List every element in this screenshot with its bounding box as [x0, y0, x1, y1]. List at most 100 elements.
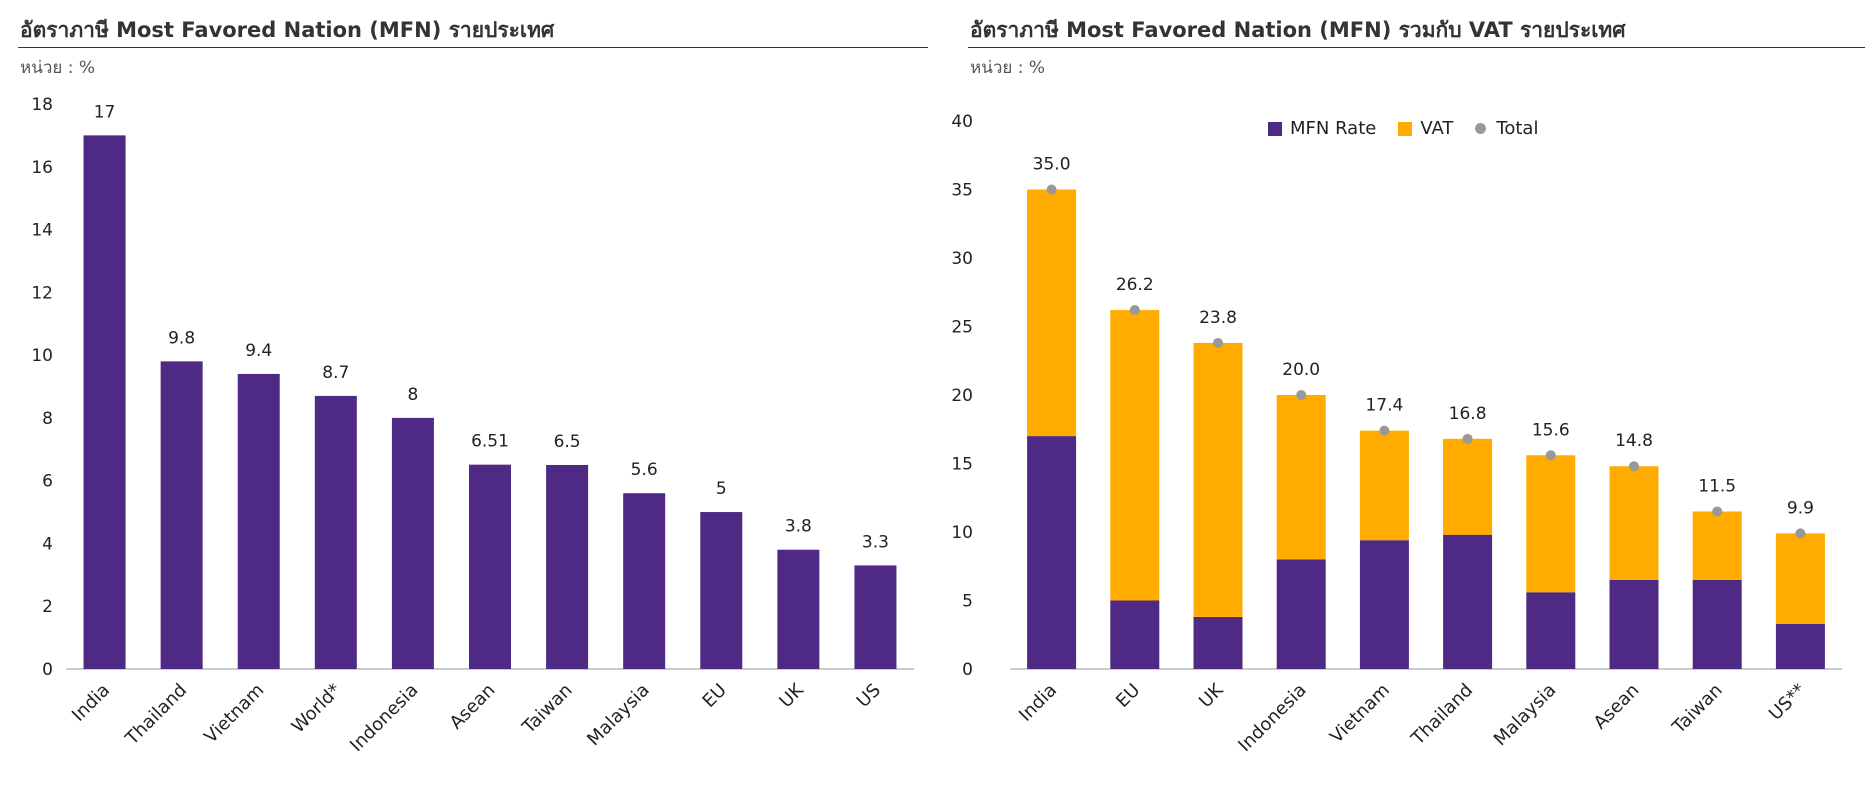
- y-tick-label: 10: [31, 346, 53, 366]
- bar-mfn-segment: [1276, 559, 1326, 669]
- x-category-label: World*: [288, 680, 346, 738]
- y-tick-label: 15: [951, 455, 973, 475]
- x-category-label: EU: [1112, 680, 1144, 712]
- bar-data-label: 8.7: [322, 363, 349, 383]
- mfn-bar-chart: 0 2 4 6 8 10 12 14 16 18 17 India 9.8 Thailand 9.4 Viet…: [31, 95, 914, 756]
- total-marker: [1379, 425, 1390, 436]
- bar: [314, 395, 357, 669]
- y-tick-label: 2: [42, 597, 53, 617]
- bar-vat-segment: [1443, 438, 1493, 535]
- y-tick-label: 5: [962, 592, 973, 612]
- bar-mfn-segment: [1359, 540, 1409, 669]
- total-marker: [1296, 390, 1307, 400]
- total-data-label: 16.8: [1449, 404, 1487, 424]
- x-category-label: US: [853, 680, 885, 712]
- total-marker: [1795, 528, 1806, 539]
- y-tick-label: 12: [31, 283, 53, 303]
- x-category-label: UK: [1195, 679, 1228, 712]
- total-data-label: 14.8: [1615, 431, 1653, 451]
- y-tick-label: 18: [31, 95, 53, 115]
- bar-vat-segment: [1193, 342, 1243, 617]
- title-divider: [968, 47, 1865, 48]
- y-tick-label: 35: [951, 181, 973, 201]
- x-category-label: UK: [775, 679, 808, 712]
- total-marker: [1213, 337, 1223, 348]
- bar: [391, 417, 434, 669]
- total-data-label: 20.0: [1282, 360, 1320, 380]
- x-category-label: Vietnam: [200, 680, 268, 748]
- bar: [777, 549, 820, 669]
- unit-label: หน่วย : %: [20, 58, 96, 78]
- legend-item-vat: VAT: [1398, 118, 1453, 139]
- x-category-label: Taiwan: [1668, 680, 1727, 739]
- total-marker: [1046, 184, 1057, 195]
- bar-vat-segment: [1692, 511, 1742, 580]
- bar-vat-segment: [1526, 455, 1576, 593]
- total-marker: [1629, 461, 1639, 472]
- x-category-label: Asean: [1590, 680, 1644, 734]
- x-category-label: Malaysia: [1490, 680, 1560, 750]
- bar-vat-segment: [1359, 430, 1409, 541]
- bar: [854, 565, 897, 669]
- bar-mfn-segment: [1775, 623, 1825, 669]
- bar: [83, 135, 126, 669]
- bar: [700, 512, 743, 669]
- bar-mfn-segment: [1443, 534, 1493, 669]
- total-data-label: 35.0: [1033, 155, 1071, 175]
- y-tick-label: 0: [42, 660, 53, 680]
- legend-label-mfn: MFN Rate: [1290, 118, 1377, 139]
- bar-mfn-segment: [1110, 600, 1160, 669]
- bar-vat-segment: [1027, 189, 1077, 437]
- bar: [623, 493, 666, 669]
- x-category-label: India: [1015, 680, 1061, 726]
- x-category-label: Indonesia: [346, 680, 422, 756]
- x-category-label: Thailand: [1407, 680, 1477, 750]
- bar-data-label: 5: [716, 479, 727, 499]
- y-tick-label: 20: [951, 386, 973, 406]
- chart-title: อัตราภาษี Most Favored Nation (MFN) รวมก…: [970, 18, 1626, 42]
- bar-vat-segment: [1775, 533, 1825, 624]
- x-category-label: Indonesia: [1234, 680, 1310, 756]
- bar-vat-segment: [1609, 466, 1659, 580]
- x-category-label: Taiwan: [518, 680, 577, 739]
- bar-data-label: 5.6: [631, 460, 658, 480]
- total-marker: [1545, 450, 1556, 461]
- bar: [237, 373, 280, 669]
- bar-vat-segment: [1276, 395, 1326, 560]
- legend-marker-total: [1475, 123, 1487, 134]
- bar-data-label: 17: [94, 102, 116, 122]
- chart-title: อัตราภาษี Most Favored Nation (MFN) รายป…: [20, 18, 555, 42]
- mfn-vat-stacked-chart: 0 5 10 15 20 25 30 35 40 35.0 India 26.2 EU 23.8 UK 20.…: [951, 112, 1842, 756]
- y-tick-label: 4: [42, 534, 53, 554]
- legend-swatch-mfn: [1268, 121, 1282, 136]
- total-marker: [1462, 433, 1473, 444]
- legend-label-vat: VAT: [1420, 118, 1454, 139]
- legend-item-mfn: MFN Rate: [1268, 118, 1376, 139]
- total-data-label: 23.8: [1199, 308, 1237, 328]
- total-data-label: 9.9: [1787, 498, 1814, 518]
- bar-vat-segment: [1110, 310, 1160, 601]
- bar-data-label: 9.8: [168, 328, 195, 348]
- x-category-label: Vietnam: [1326, 680, 1394, 748]
- bar-data-label: 3.8: [785, 517, 812, 537]
- x-category-label: India: [68, 680, 114, 726]
- y-tick-label: 0: [962, 660, 973, 680]
- bar-mfn-segment: [1609, 579, 1659, 669]
- x-category-label: Asean: [446, 680, 500, 734]
- y-tick-label: 16: [31, 158, 53, 178]
- y-tick-label: 14: [31, 221, 53, 241]
- total-data-label: 15.6: [1532, 420, 1570, 440]
- total-marker: [1712, 506, 1723, 517]
- x-category-label: Malaysia: [583, 680, 653, 750]
- mfn-vat-chart-panel: อัตราภาษี Most Favored Nation (MFN) รวมก…: [950, 0, 1867, 785]
- y-tick-label: 8: [42, 409, 53, 429]
- legend-label-total: Total: [1496, 118, 1539, 139]
- total-data-label: 11.5: [1698, 476, 1736, 496]
- bar: [160, 361, 203, 669]
- bar-data-label: 6.51: [471, 432, 509, 452]
- x-category-label: Thailand: [121, 680, 191, 750]
- bar-mfn-segment: [1193, 616, 1243, 669]
- bar-data-label: 8: [407, 385, 418, 405]
- bar-data-label: 6.5: [554, 432, 581, 452]
- y-tick-label: 6: [42, 472, 53, 492]
